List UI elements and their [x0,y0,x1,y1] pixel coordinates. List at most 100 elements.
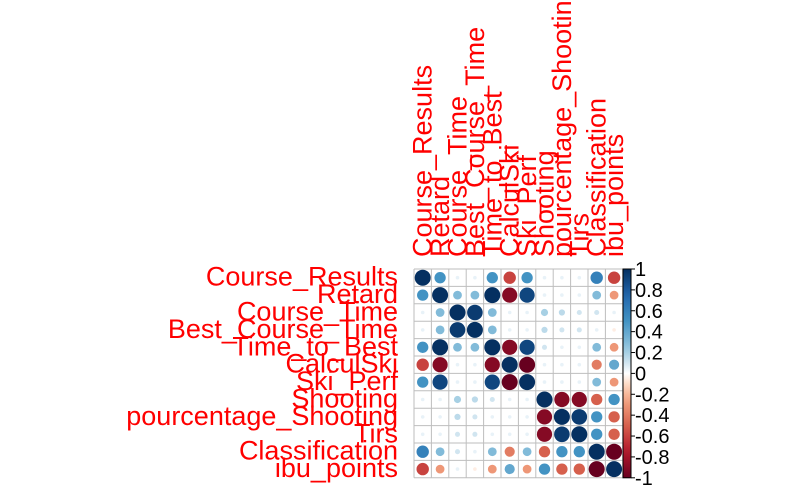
cell-circle [486,272,498,284]
cell-circle [473,449,477,454]
cell-circle [487,447,497,457]
cell-circle [536,426,553,442]
cell-circle [453,395,462,404]
cell-circle [588,461,605,478]
cell-circle [417,376,429,388]
cell-circle [435,447,445,457]
cell-circle [432,339,449,356]
matrix-grid [413,268,624,479]
cell-circle [438,415,442,419]
row-label-best-course-time: Best_Course_Time [168,314,398,344]
color-bar-tick-label: -0.2 [635,384,669,406]
cell-circle [490,415,495,419]
cell-circle [467,304,483,321]
cell-circle [591,428,603,440]
cell-circle [556,446,568,458]
cell-circle [519,374,536,391]
cell-circle [438,397,442,402]
cell-circle [507,328,512,332]
cell-circle [591,411,603,423]
col-label-tirs: Tirs [564,213,594,257]
cell-circle [571,426,588,443]
color-bar-tick-label: 0.4 [635,322,663,344]
cell-circle [608,428,620,440]
row-label-ibu-points: ibu_points [275,453,398,483]
cell-circle [449,304,466,321]
cell-circle [540,308,549,317]
cell-circle [541,326,548,333]
cell-circle [470,290,480,300]
cell-circle [473,275,477,280]
cell-circle [542,362,547,367]
cell-circle [453,342,462,352]
row-label-retard: Retard [317,279,398,309]
cell-circle [432,357,448,373]
row-label-course-results: Course_Results [206,262,398,292]
cell-circle [559,327,565,333]
cell-circle [558,309,565,316]
cell-circle [609,342,619,352]
cell-circle [525,397,529,402]
cell-circle [606,443,623,460]
cell-circle [594,309,600,316]
col-label-best-course-time: Best_Course_Time [460,27,490,257]
cell-circle [577,380,582,384]
cell-circle [454,413,461,420]
cell-circle [501,356,518,373]
color-bar-tick-label: 0 [635,363,646,385]
cell-circle [416,462,429,476]
cell-circle [435,325,445,335]
cell-circle [455,467,460,471]
row-label-tirs: Tirs [354,418,398,448]
cell-circle [507,415,512,419]
cell-circle [519,339,535,355]
cell-circle [414,269,431,286]
cell-circle [432,374,448,390]
cell-circle [521,272,533,284]
cell-circle [420,432,425,437]
cell-circle [554,426,570,443]
cell-circle [484,374,500,390]
cell-circle [609,377,619,387]
cell-circle [487,464,497,474]
cell-circle [609,290,619,300]
cell-circle [576,327,582,333]
cell-circle [542,275,547,280]
cell-circle [556,463,568,475]
cell-circle [490,432,495,437]
cell-circle [438,432,442,437]
cell-circle [536,391,553,408]
cell-circle [489,396,495,403]
cell-circle [416,445,429,458]
color-bar-tick-label: -0.6 [635,426,669,448]
cell-circle [608,393,620,406]
cell-circle [592,290,602,300]
color-bar-tick-label: -1 [635,468,653,490]
cell-circle [609,359,620,370]
cell-circle [455,275,460,280]
cell-circle [470,342,480,352]
col-label-retard: Retard [425,176,455,257]
row-label-ski-perf: Ski_Perf [296,366,399,396]
cell-circle [501,374,518,391]
col-label-ski-perf: Ski_Perf [512,154,542,257]
cell-circle [560,293,564,297]
cell-circle [449,322,466,338]
cell-circle [591,359,602,370]
matrix-cells [414,269,623,478]
cell-circle [525,328,529,332]
cell-circle [487,308,497,317]
cell-circle [453,290,462,300]
cell-circle [420,310,425,315]
color-bar-tick-label: 0.6 [635,301,663,323]
color-bar-tick-label: 0.2 [635,343,663,365]
cell-circle [455,362,460,367]
column-labels: Course_ResultsRetardCourse_TimeBest_Cour… [408,0,629,257]
cell-circle [466,321,483,338]
cell-circle [573,446,585,458]
cell-circle [553,408,570,425]
color-bar-tick-label: -0.8 [635,447,669,469]
row-label-calculski: CalculSki [285,349,398,379]
cell-circle [502,287,518,303]
cell-circle [487,325,497,335]
